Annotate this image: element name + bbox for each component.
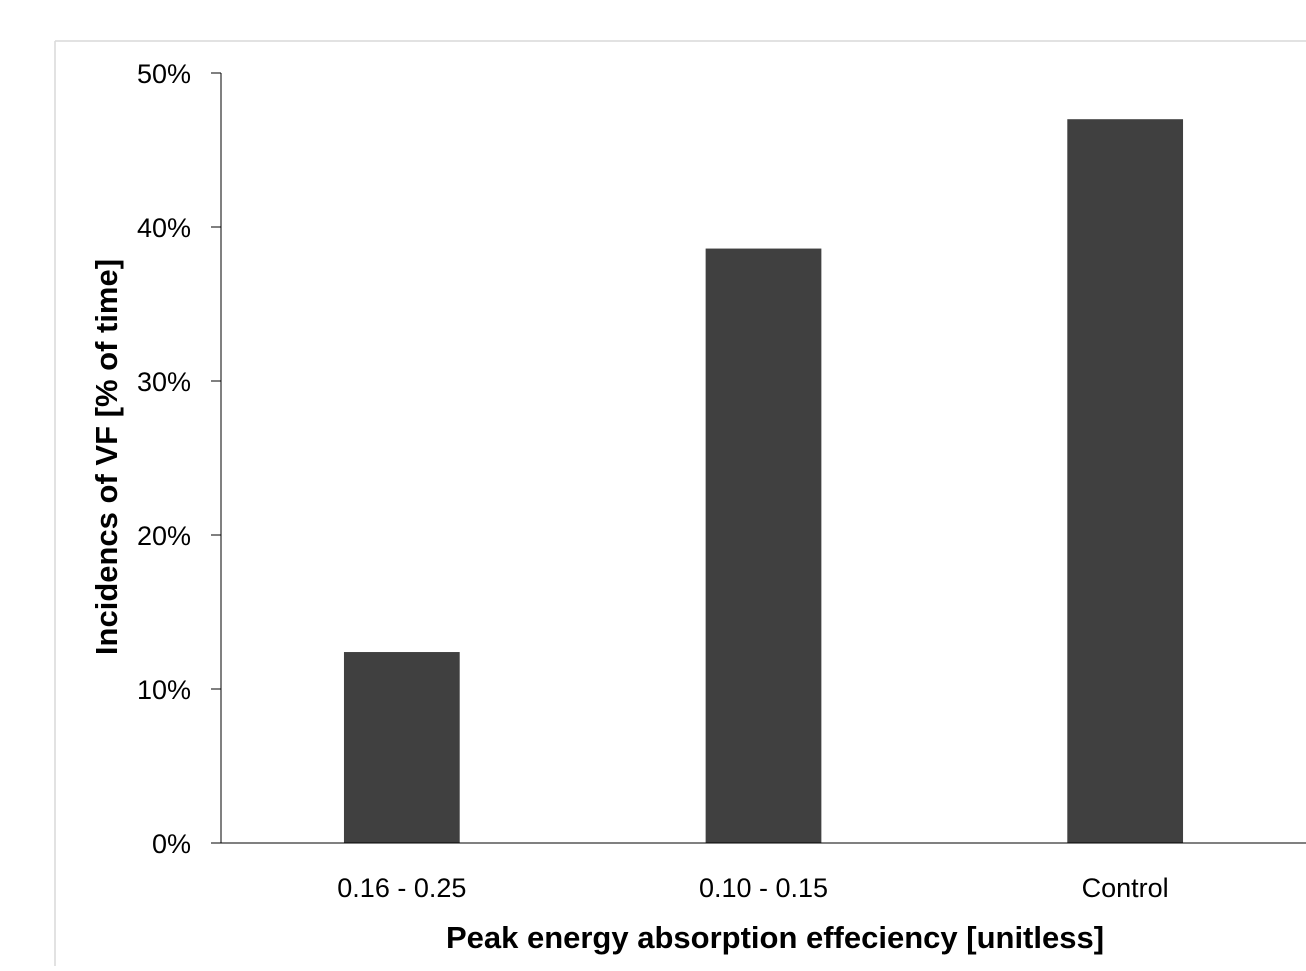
x-tick-label: Control (1082, 873, 1169, 903)
y-tick-label: 10% (137, 675, 191, 705)
y-axis-ticks: 0% 10% 20% 30% 40% 50% (137, 59, 221, 859)
y-tick-label: 50% (137, 59, 191, 89)
y-tick-label: 0% (152, 829, 191, 859)
bar (705, 248, 822, 843)
x-axis-tick-labels: 0.16 - 0.25 0.10 - 0.15 Control (337, 873, 1168, 903)
x-tick-label: 0.16 - 0.25 (337, 873, 466, 903)
x-tick-label: 0.10 - 0.15 (699, 873, 828, 903)
bars (343, 119, 1184, 843)
bar (1067, 119, 1184, 843)
y-tick-label: 20% (137, 521, 191, 551)
y-axis-title: Incidencs of VF [% of time] (89, 259, 124, 655)
bar (343, 652, 460, 843)
x-axis-title: Peak energy absorption effeciency [unitl… (446, 920, 1104, 955)
y-tick-label: 30% (137, 367, 191, 397)
y-tick-label: 40% (137, 213, 191, 243)
